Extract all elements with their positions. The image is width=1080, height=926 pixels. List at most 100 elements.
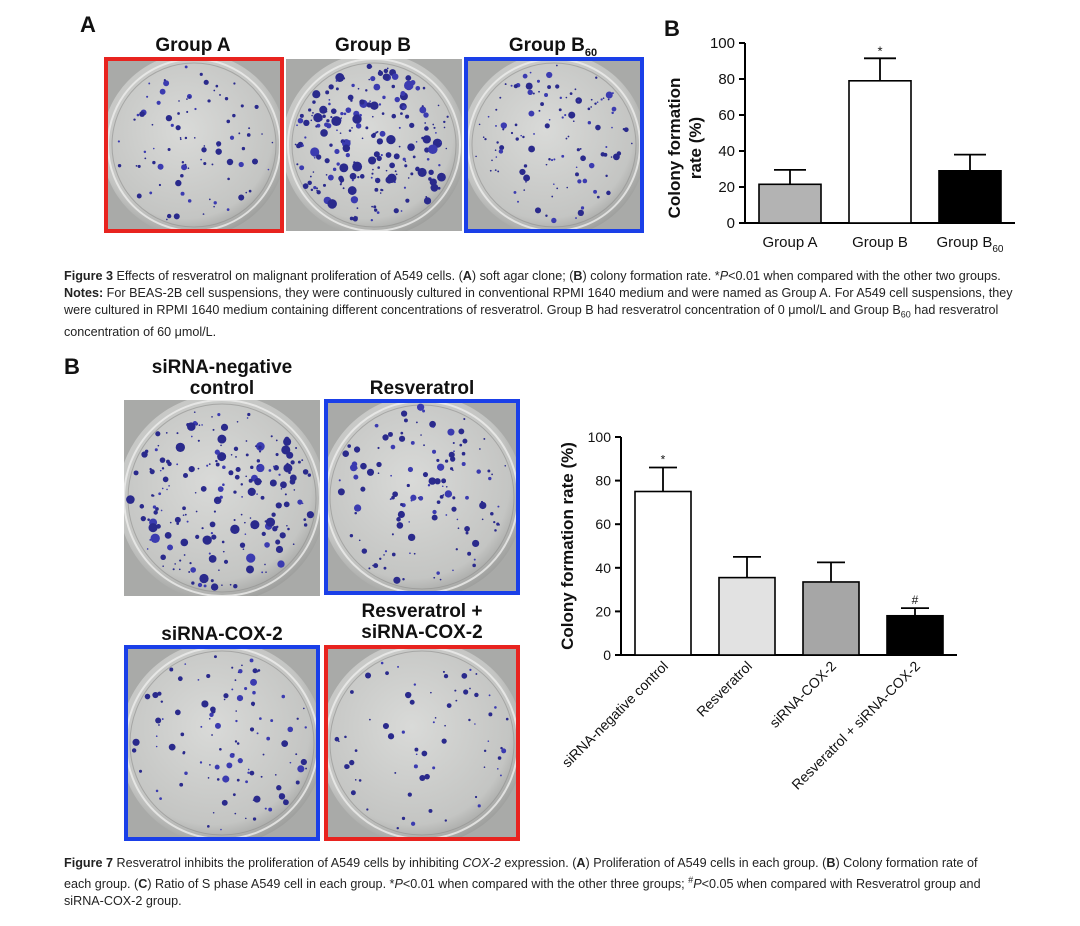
colony-dot <box>213 496 222 505</box>
colony-dot <box>303 518 307 521</box>
colony-dot <box>352 114 362 124</box>
colony-dot <box>387 173 397 183</box>
colony-dot <box>475 673 478 675</box>
colony-dot <box>152 160 156 165</box>
colony-dot <box>442 670 445 673</box>
colony-dot <box>603 152 608 157</box>
colony-dot <box>405 75 412 81</box>
colony-dot <box>430 183 439 192</box>
colony-dot <box>403 418 408 423</box>
colony-dot <box>449 467 454 471</box>
colony-dot <box>215 84 219 88</box>
colony-dot <box>383 566 387 570</box>
colony-dot <box>387 431 393 437</box>
colony-dot <box>217 452 227 462</box>
colony-dot <box>545 214 548 217</box>
colony-dot <box>444 724 446 727</box>
colony-dot <box>328 84 334 90</box>
colony-dot <box>199 573 209 584</box>
colony-dot <box>312 111 314 114</box>
dish-title-group-b: Group B <box>335 35 411 56</box>
colony-dot <box>342 144 351 153</box>
colony-dot <box>226 119 231 124</box>
colony-dot <box>272 526 278 532</box>
colony-dot <box>295 753 298 756</box>
colony-dot <box>208 552 211 555</box>
colony-dot <box>183 554 186 556</box>
y-axis-label-line2: rate (%) <box>686 117 705 179</box>
colony-dot <box>429 420 436 428</box>
colony-dot <box>275 545 284 554</box>
x-tick-label: Group A <box>762 234 817 251</box>
colony-dot <box>499 96 502 99</box>
colony-dot <box>311 114 313 117</box>
colony-dot <box>611 92 614 95</box>
colony-dot <box>418 495 424 501</box>
colony-dot <box>161 718 164 720</box>
colony-dot <box>405 114 410 119</box>
colony-dot <box>244 817 247 820</box>
colony-dot <box>481 518 484 521</box>
colony-dot <box>424 126 429 131</box>
colony-dot <box>358 539 361 542</box>
colony-dot <box>213 201 217 205</box>
colony-dot <box>349 759 355 766</box>
colony-dot <box>605 174 608 178</box>
colony-dot <box>188 96 191 99</box>
colony-dot <box>232 113 236 118</box>
colony-dot <box>207 825 210 828</box>
colony-dot <box>184 136 188 140</box>
colony-dot <box>544 93 549 98</box>
colony-dot <box>276 785 282 791</box>
colony-dot <box>234 740 238 743</box>
colony-dot <box>233 82 236 85</box>
colony-dot <box>544 123 550 129</box>
colony-dot <box>245 440 248 442</box>
colony-dot <box>213 510 217 513</box>
colony-dot <box>407 466 414 473</box>
colony-dot <box>351 179 354 182</box>
colony-dot <box>230 453 233 456</box>
significance-marker: * <box>661 453 666 467</box>
colony-dot <box>260 480 262 483</box>
colony-dot <box>163 80 170 87</box>
colony-dot <box>473 558 476 561</box>
colony-dot <box>494 706 497 709</box>
colony-dot <box>376 461 382 468</box>
colony-dot <box>368 78 371 81</box>
colony-dot <box>419 106 427 114</box>
petri-dish-photo-group-b <box>286 59 462 231</box>
colony-dot <box>270 719 274 723</box>
colony-dot <box>339 177 345 183</box>
colony-dot <box>528 110 535 117</box>
colony-dot <box>343 140 345 143</box>
colony-dot <box>182 514 185 516</box>
colony-dot <box>463 417 466 421</box>
colony-dot <box>385 152 392 158</box>
colony-dot <box>500 746 503 750</box>
colony-dot <box>187 167 190 170</box>
colony-dot <box>234 474 240 480</box>
colony-dot <box>525 180 527 183</box>
colony-dot <box>574 88 577 91</box>
colony-dot <box>200 158 203 161</box>
significance-marker: * <box>877 43 882 58</box>
colony-dot <box>296 163 299 166</box>
petri-dish-photo-sirna-cox-2 <box>126 647 318 839</box>
colony-dot <box>396 826 399 830</box>
colony-dot <box>469 687 471 690</box>
colony-dot <box>377 70 384 76</box>
panel-letter-b-fig7: B <box>64 354 80 379</box>
colony-dot <box>244 521 246 524</box>
colony-dot <box>431 514 438 521</box>
colony-dot <box>256 732 259 735</box>
colony-dot <box>402 105 406 110</box>
colony-dot <box>350 196 359 204</box>
colony-dot <box>407 177 410 179</box>
colony-dot <box>376 138 384 145</box>
colony-dot <box>622 128 625 131</box>
colony-dot <box>437 104 440 107</box>
colony-dot <box>221 799 228 806</box>
colony-dot <box>510 131 514 135</box>
colony-dot <box>490 512 494 516</box>
